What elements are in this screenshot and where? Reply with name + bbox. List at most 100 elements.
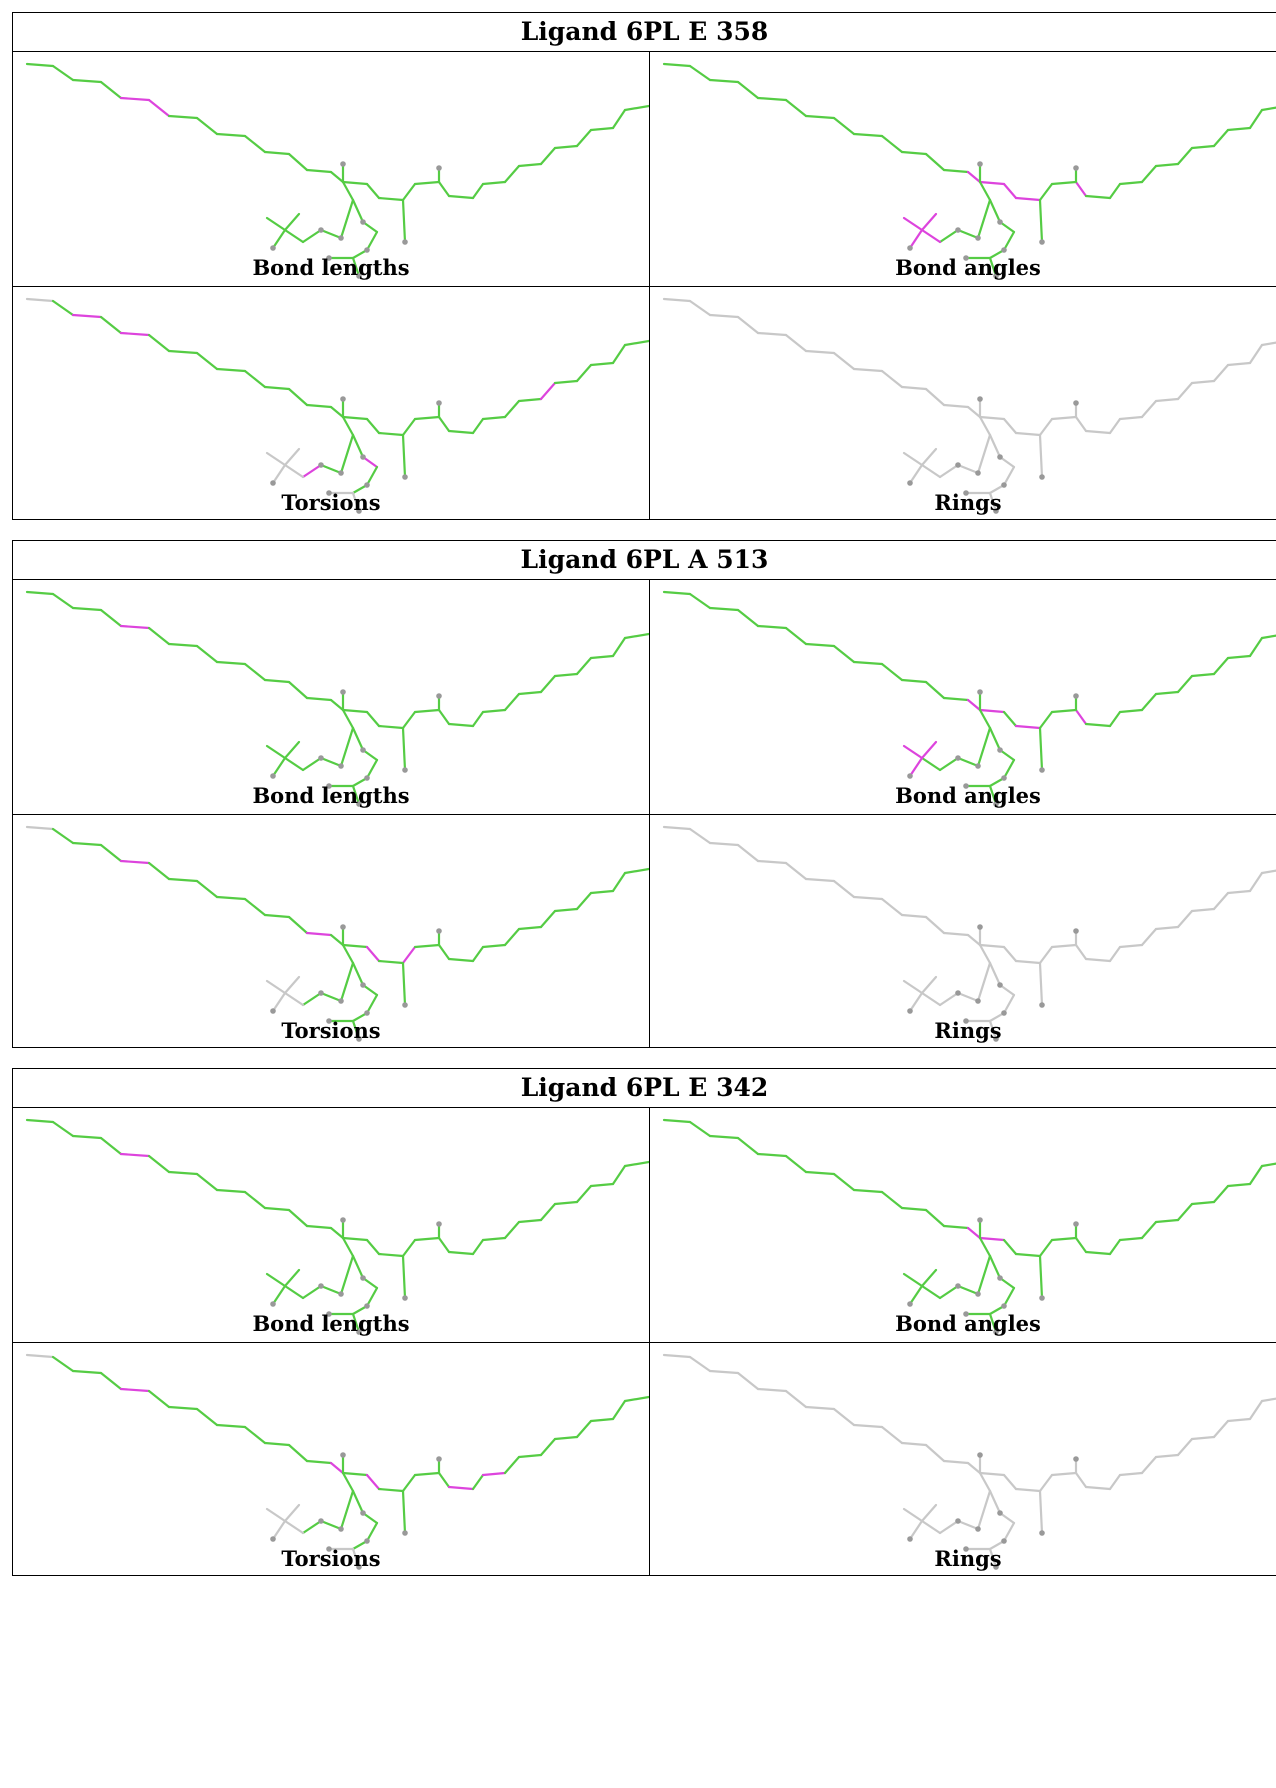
l3-p1-bond-25 bbox=[539, 1202, 557, 1222]
l2-p4-bond-21 bbox=[1108, 945, 1122, 963]
l1-p3-bond-9 bbox=[243, 369, 267, 389]
l3-p4-bond-21 bbox=[1108, 1473, 1122, 1491]
l1-p4-bond-6 bbox=[804, 349, 836, 355]
panel-label: Rings bbox=[934, 1018, 1002, 1043]
l2-p1-bond-41 bbox=[271, 756, 287, 778]
l1-p4-bond-1 bbox=[688, 299, 712, 317]
l2-p2-bond-34 bbox=[1002, 758, 1016, 780]
l1-p3-atom-3 bbox=[360, 454, 366, 460]
panel-label: Torsions bbox=[281, 490, 381, 515]
l1-p2-bond-22 bbox=[1118, 180, 1144, 186]
l3-p1-bond-14 bbox=[341, 1236, 369, 1242]
panel-label: Bond lengths bbox=[252, 783, 410, 808]
l1-p2-bond-14 bbox=[978, 180, 1006, 186]
l2-p1-bond-11 bbox=[287, 680, 309, 700]
l3-p4-bond-11 bbox=[924, 1443, 946, 1463]
l3-p3-bond-39 bbox=[283, 1519, 305, 1535]
l1-p4-bond-28 bbox=[1226, 361, 1252, 367]
l2-p2-bond-21 bbox=[1108, 710, 1122, 728]
l3-p3-bond-24 bbox=[517, 1453, 543, 1459]
l3-p4-bond-5 bbox=[784, 1389, 808, 1409]
l3-p2-bond-26 bbox=[1190, 1200, 1216, 1206]
l2-p3-bond-18 bbox=[413, 943, 441, 949]
l2-p4-bond-19 bbox=[1074, 943, 1088, 961]
l1-p2-bond-11 bbox=[924, 152, 946, 172]
l2-p1-bond-42 bbox=[283, 740, 301, 760]
l3-p1-bond-40 bbox=[265, 1272, 287, 1288]
l3-p1-bond-9 bbox=[243, 1190, 267, 1210]
l2-p1-bond-32 bbox=[351, 726, 365, 752]
l3-p3-atom-9 bbox=[318, 1518, 324, 1524]
l3-p1-bond-16 bbox=[377, 1252, 405, 1258]
l2-p1-atom-5 bbox=[326, 783, 332, 789]
l1-p1-atom-4 bbox=[364, 247, 370, 253]
l2-p1-bond-5 bbox=[147, 626, 171, 646]
l2-p3-bond-33 bbox=[361, 983, 379, 997]
l2-p2-bond-15 bbox=[1002, 710, 1018, 728]
l1-p1-bond-37 bbox=[319, 228, 343, 240]
l1-p4-bond-7 bbox=[832, 351, 856, 371]
l3-p1-bond-38 bbox=[301, 1284, 323, 1300]
l2-p4-atom-9 bbox=[955, 990, 961, 996]
l3-p3-bond-16 bbox=[377, 1487, 405, 1493]
l3-p4-bond-10 bbox=[900, 1441, 928, 1447]
l2-p3-bond-31 bbox=[341, 943, 355, 965]
l3-p2-bond-32 bbox=[988, 1254, 1002, 1280]
l2-p3-bond-19 bbox=[437, 943, 451, 961]
l1-p1-bond-14 bbox=[341, 180, 369, 186]
l2-p4-bond-18 bbox=[1050, 943, 1078, 949]
l1-p4-bond-39 bbox=[920, 463, 942, 479]
l1-p4-bond-27 bbox=[1212, 363, 1230, 383]
l3-p1-bond-15 bbox=[365, 1238, 381, 1256]
l3-p3-bond-4 bbox=[119, 1387, 151, 1393]
l2-p4-bond-40 bbox=[902, 979, 924, 995]
l2-p4-bond-6 bbox=[804, 877, 836, 883]
l2-p1-bond-26 bbox=[553, 672, 579, 678]
l1-p3-atom-0 bbox=[340, 396, 346, 402]
l1-p1-bond-9 bbox=[243, 134, 267, 154]
l3-p1-bond-13 bbox=[329, 1226, 345, 1240]
l2-p2-atom-4 bbox=[1001, 775, 1007, 781]
l3-p1-bond-18 bbox=[413, 1236, 441, 1242]
l1-p1-bond-39 bbox=[283, 228, 305, 244]
l3-p3-bond-31 bbox=[341, 1471, 355, 1493]
l1-p3-bond-37 bbox=[319, 463, 343, 475]
l3-p4-bond-44 bbox=[988, 1547, 998, 1569]
l3-p4-bond-9 bbox=[880, 1425, 904, 1445]
l3-p2-bond-2 bbox=[708, 1134, 740, 1140]
l3-p4-atom-2 bbox=[1039, 1530, 1045, 1536]
l3-p4-atom-6 bbox=[993, 1564, 999, 1570]
l1-p2-bond-20 bbox=[1084, 194, 1112, 200]
l3-p2-bond-9 bbox=[880, 1190, 904, 1210]
l2-p3-bond-14 bbox=[341, 943, 369, 949]
l3-p4-bond-6 bbox=[804, 1405, 836, 1411]
l3-p1-bond-33 bbox=[361, 1276, 379, 1290]
l1-p4-atom-8 bbox=[975, 470, 981, 476]
l2-p1-bond-40 bbox=[265, 744, 287, 760]
l2-p1-bond-36 bbox=[339, 726, 355, 768]
l2-p2-bond-25 bbox=[1176, 674, 1194, 694]
l3-p4-bond-36 bbox=[976, 1489, 992, 1531]
l1-p2-bond-13 bbox=[966, 170, 982, 184]
l3-p4-bond-17 bbox=[1038, 1473, 1054, 1493]
l1-p1-bond-22 bbox=[481, 180, 507, 186]
l3-p3-bond-41 bbox=[271, 1519, 287, 1541]
l3-p4-bond-47 bbox=[1038, 1489, 1044, 1535]
l2-p1-atom-9 bbox=[318, 755, 324, 761]
l2-p2-bond-30 bbox=[1260, 634, 1276, 640]
l2-p4-atom-8 bbox=[975, 998, 981, 1004]
l2-p1-bond-47 bbox=[401, 726, 407, 772]
l2-p4-bond-8 bbox=[852, 895, 884, 901]
l2-p3-bond-26 bbox=[553, 907, 579, 913]
l2-p1-atom-4 bbox=[364, 775, 370, 781]
l3-p2-atom-6 bbox=[993, 1329, 999, 1335]
l2-p1-bond-24 bbox=[517, 690, 543, 696]
l2-p2-atom-9 bbox=[955, 755, 961, 761]
l1-p2-bond-30 bbox=[1260, 106, 1276, 112]
l3-p1-bond-30 bbox=[623, 1160, 649, 1168]
l1-p4-atom-2 bbox=[1039, 474, 1045, 480]
l3-p1-bond-32 bbox=[351, 1254, 365, 1280]
l1-p2-bond-5 bbox=[784, 98, 808, 118]
l3-p1-atom-4 bbox=[364, 1303, 370, 1309]
l2-p4-bond-33 bbox=[998, 983, 1016, 997]
